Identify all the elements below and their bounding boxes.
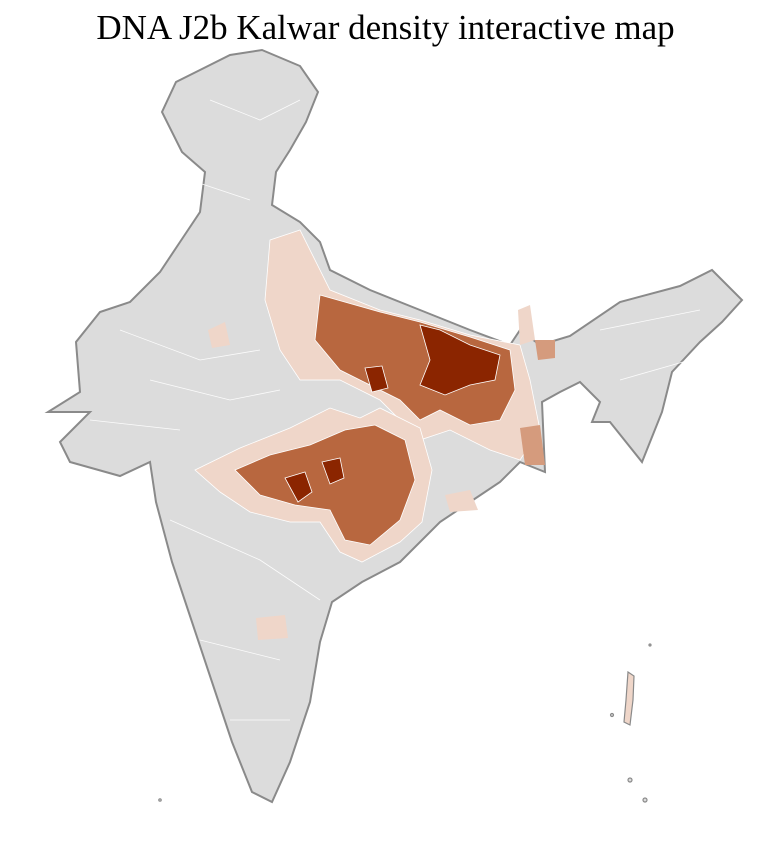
- region-south-light: [256, 615, 288, 640]
- map-title: DNA J2b Kalwar density interactive map: [96, 8, 675, 47]
- density-regions: [194, 229, 555, 640]
- region-bihar-dark: [419, 324, 501, 396]
- district-lines: [89, 99, 701, 721]
- region-east-mid: [520, 425, 545, 465]
- region-central-dark-1: [284, 471, 313, 503]
- region-west-light: [208, 322, 230, 348]
- region-sikkim-mid: [535, 340, 555, 360]
- region-up-dark: [364, 365, 389, 393]
- region-up-bihar-mid: [314, 294, 516, 426]
- region-orissa-light: [445, 490, 478, 512]
- region-central-dark-2: [321, 457, 345, 485]
- andaman-islands: [158, 643, 652, 803]
- region-northeast-light: [518, 305, 535, 345]
- region-central-mid: [234, 424, 416, 546]
